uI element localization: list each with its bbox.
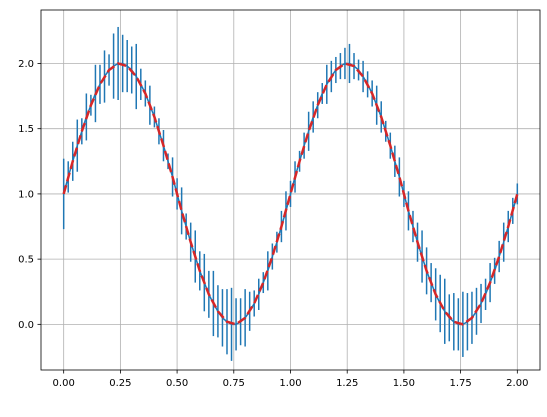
x-tick-label: 1.75 [449,378,471,389]
x-tick-label: 0.00 [53,378,75,389]
series-line [62,62,519,326]
x-tick-label: 0.50 [166,378,188,389]
y-tick-label: 1.5 [18,124,34,135]
x-tick-label: 1.00 [279,378,301,389]
y-tick-label: 0.5 [18,255,34,266]
x-tick-label: 1.50 [393,378,415,389]
y-tick-label: 1.0 [18,189,34,200]
y-tick-label: 0.0 [18,320,34,331]
x-tick-label: 2.00 [506,378,528,389]
x-tick-label: 1.25 [336,378,358,389]
x-tick-label: 0.75 [223,378,245,389]
x-tick-label: 0.25 [109,378,131,389]
plot-frame [40,9,541,371]
y-tick-label: 2.0 [18,59,34,70]
